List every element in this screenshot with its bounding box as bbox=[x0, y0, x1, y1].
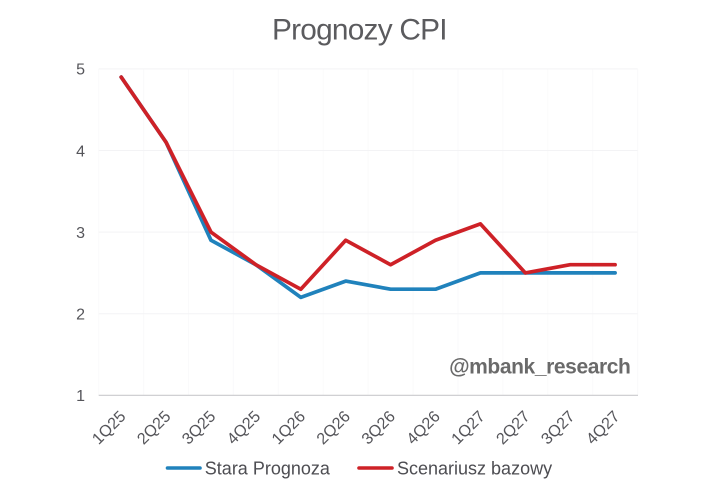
svg-text:Prognozy CPI: Prognozy CPI bbox=[272, 14, 447, 47]
svg-text:Scenariusz bazowy: Scenariusz bazowy bbox=[397, 459, 552, 479]
svg-text:3: 3 bbox=[76, 225, 85, 242]
svg-text:5: 5 bbox=[76, 62, 85, 79]
svg-text:Stara Prognoza: Stara Prognoza bbox=[205, 459, 331, 479]
svg-text:2: 2 bbox=[76, 307, 85, 324]
svg-text:@mbank_research: @mbank_research bbox=[449, 355, 630, 378]
svg-text:1: 1 bbox=[76, 388, 85, 405]
svg-text:4: 4 bbox=[76, 143, 85, 160]
